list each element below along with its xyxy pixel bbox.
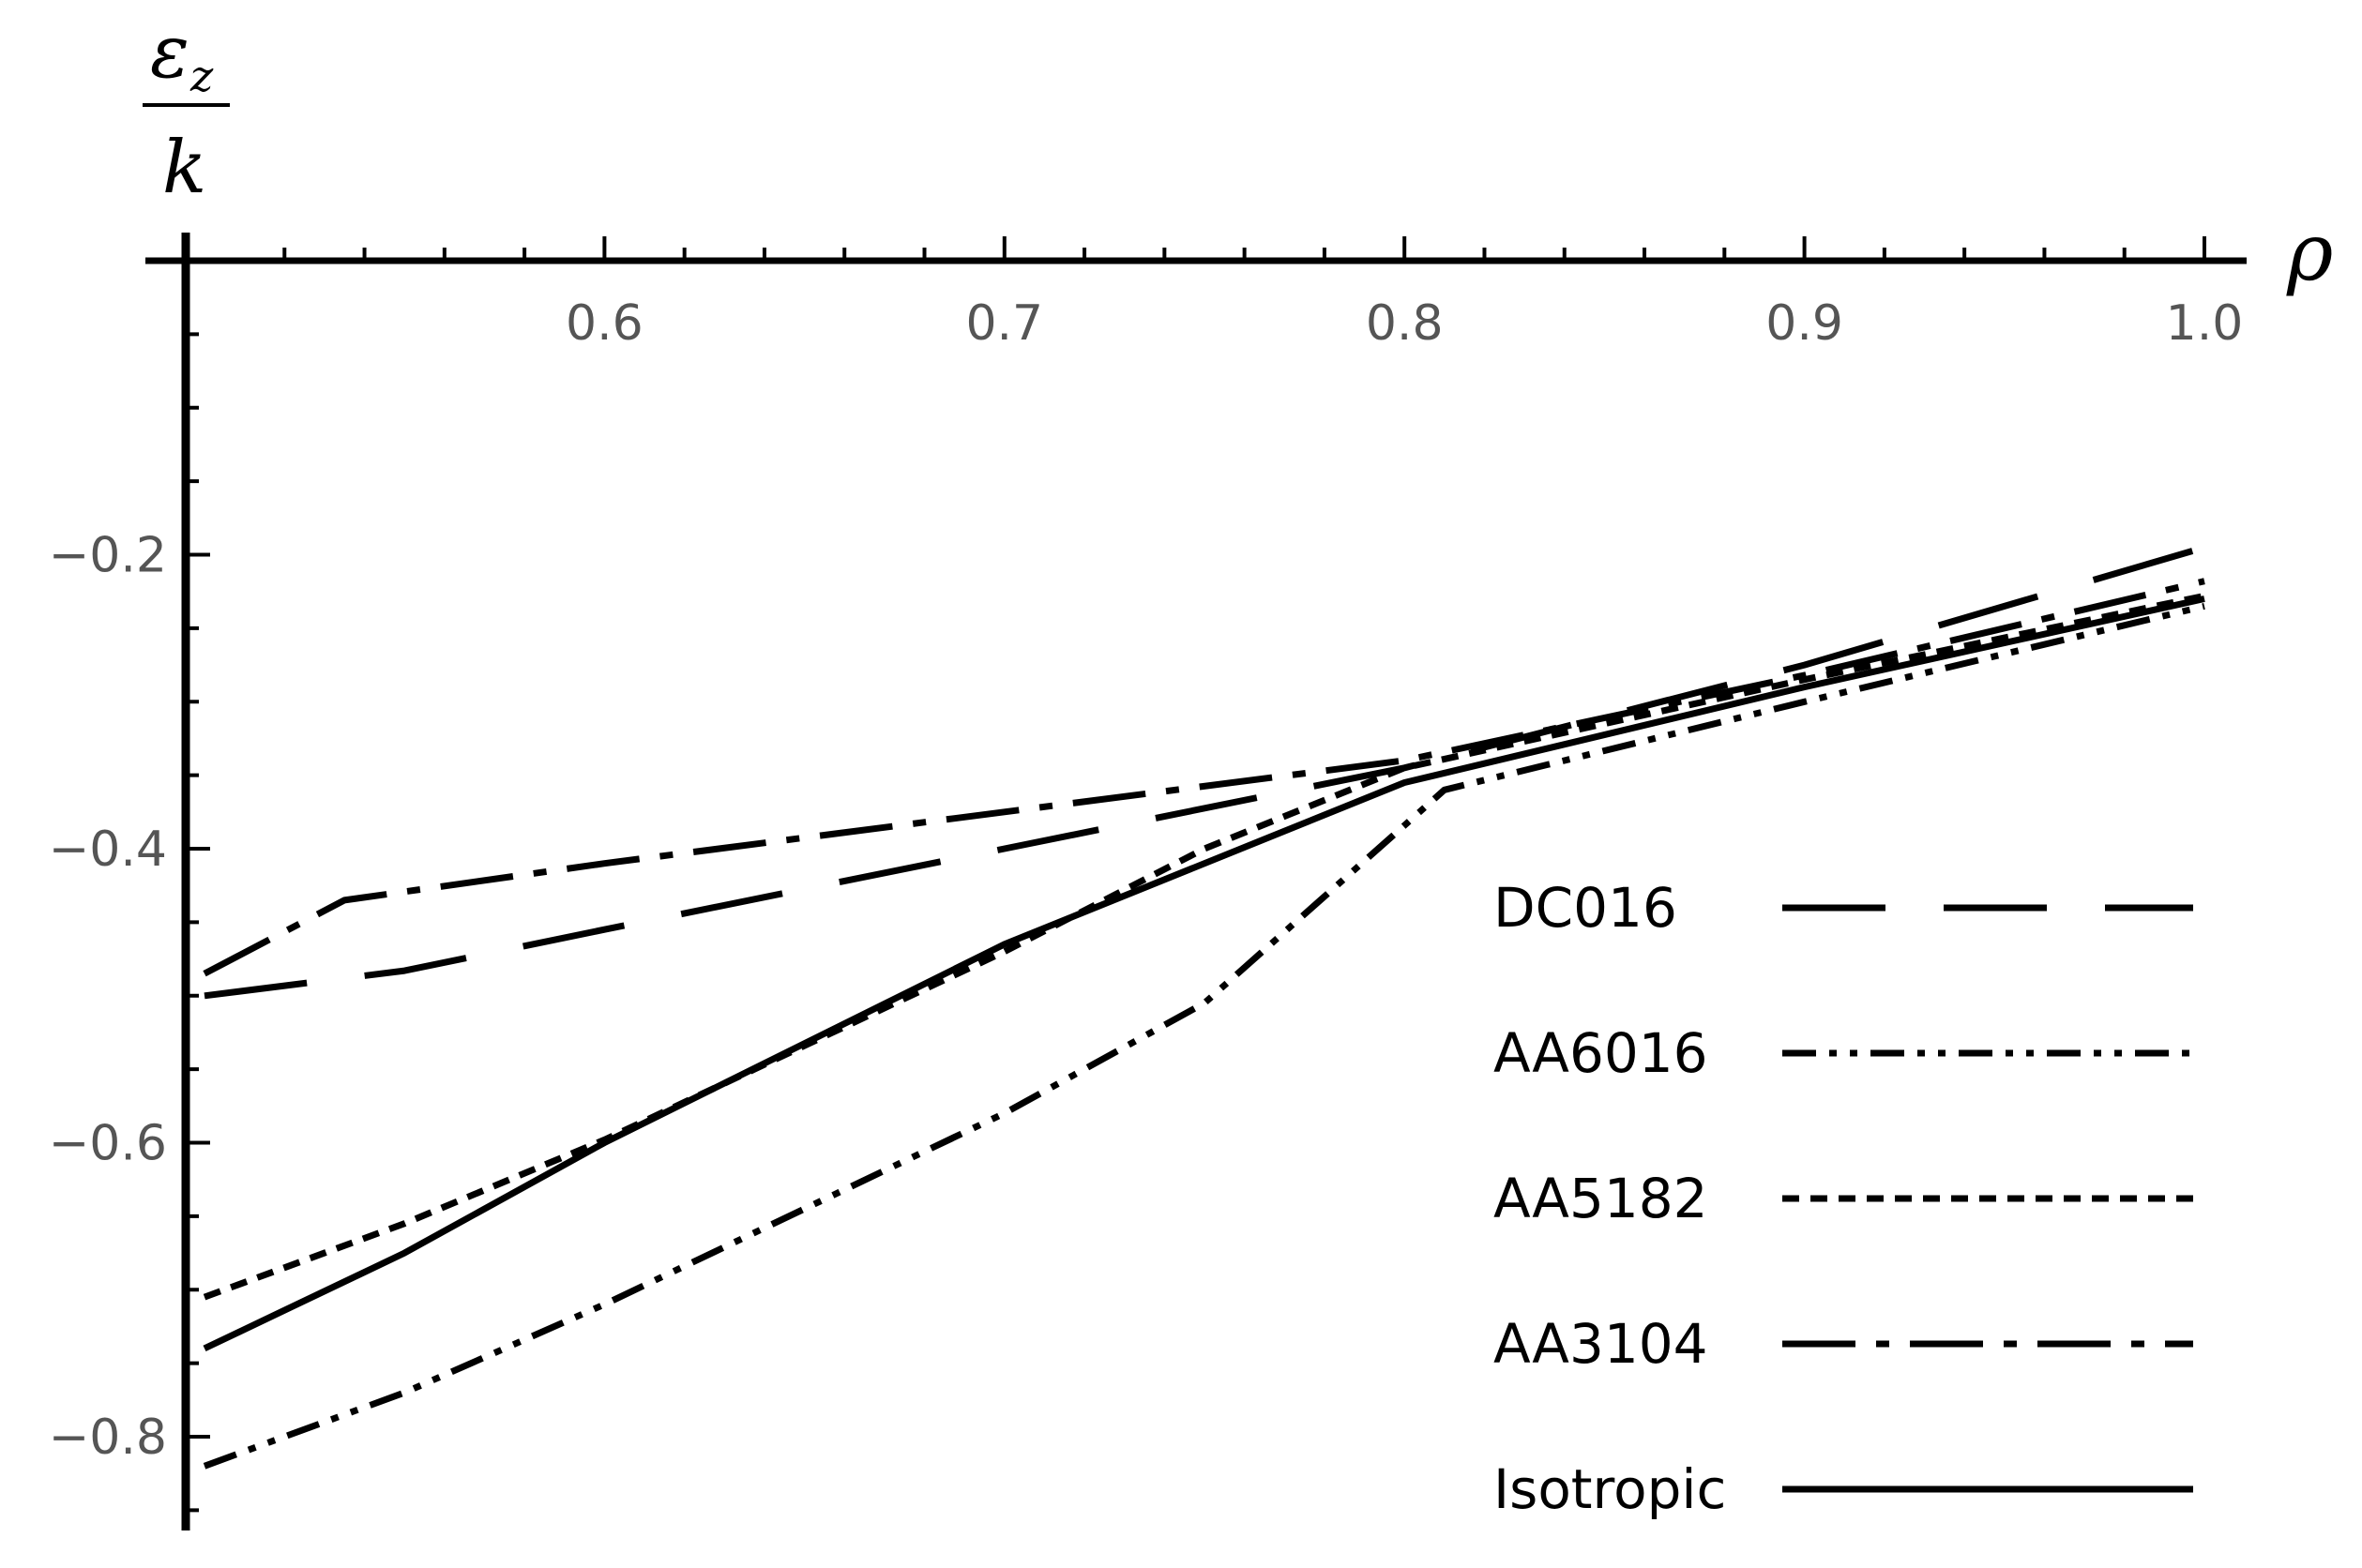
axes: 0.6 0.7 0.8 0.9 1.0 −0.2 −0.4 −0.6 −0.8 (49, 233, 2247, 1530)
series-line-isotropic (203, 596, 2205, 1352)
legend: DC016 AA6016 AA5182 AA3104 Isotropic (1493, 876, 2193, 1521)
legend-label-aa5182: AA5182 (1493, 1167, 1708, 1230)
y-axis-title: ε z k (143, 10, 230, 210)
y-axis-label-subscript: z (189, 51, 214, 101)
y-axis-label-numerator: ε (150, 10, 189, 95)
series-line-aa6016 (203, 602, 2205, 1470)
y-axis-label-denominator: k (162, 126, 206, 210)
x-tick-label: 0.9 (1765, 295, 1843, 352)
x-tick-label: 0.7 (965, 295, 1043, 352)
legend-label-dc016: DC016 (1493, 876, 1677, 940)
series-line-aa3104 (203, 578, 2205, 977)
y-tick-label: −0.2 (49, 528, 167, 584)
legend-label-isotropic: Isotropic (1493, 1457, 1726, 1521)
legend-label-aa6016: AA6016 (1493, 1021, 1708, 1085)
y-tick-label: −0.8 (49, 1410, 167, 1466)
x-tick-label: 1.0 (2166, 295, 2244, 352)
y-tick-label: −0.4 (49, 822, 167, 878)
x-tick-label: 0.8 (1366, 295, 1444, 352)
x-tick-label: 0.6 (566, 295, 643, 352)
y-tick-label: −0.6 (49, 1116, 167, 1172)
legend-label-aa3104: AA3104 (1493, 1312, 1708, 1376)
series-line-dc016 (204, 544, 2205, 1000)
x-axis-label: ρ (2286, 206, 2333, 298)
plot-lines (203, 544, 2205, 1470)
series-line-aa5182 (203, 592, 2205, 1301)
